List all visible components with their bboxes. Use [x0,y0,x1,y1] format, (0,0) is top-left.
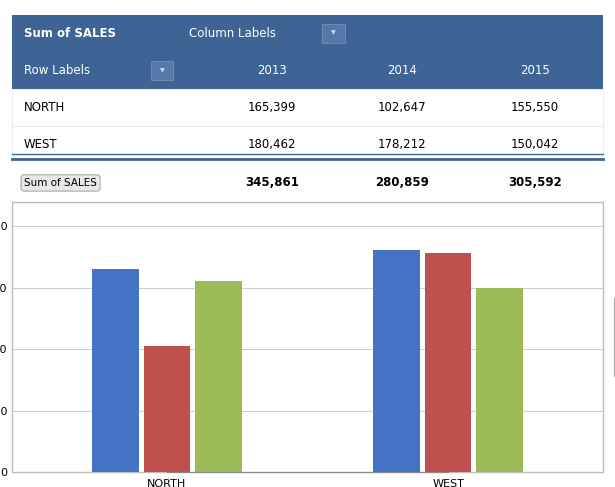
Text: 180,462: 180,462 [248,138,296,151]
Text: 2014: 2014 [387,64,417,77]
Bar [196,281,242,472]
FancyBboxPatch shape [12,164,603,201]
Bar [477,288,523,472]
Text: 102,647: 102,647 [378,101,426,114]
Text: 345,861: 345,861 [245,176,299,189]
Text: ▼: ▼ [331,31,336,36]
Bar [144,346,190,472]
Text: Sum of SALES: Sum of SALES [24,178,97,188]
FancyBboxPatch shape [12,52,603,89]
Text: 150,042: 150,042 [510,138,559,151]
Text: 165,399: 165,399 [248,101,296,114]
Text: 280,859: 280,859 [375,176,429,189]
Text: 2013: 2013 [257,64,287,77]
Text: 2015: 2015 [520,64,550,77]
Text: NORTH: NORTH [24,101,65,114]
Bar [92,269,138,472]
FancyBboxPatch shape [12,15,603,52]
Text: 178,212: 178,212 [378,138,426,151]
Text: WEST: WEST [24,138,58,151]
Text: ▼: ▼ [160,68,165,73]
Text: Sum of SALES: Sum of SALES [24,27,116,40]
FancyBboxPatch shape [12,126,603,164]
Text: Grand Total: Grand Total [24,176,101,189]
FancyBboxPatch shape [12,89,603,126]
FancyBboxPatch shape [322,24,344,42]
FancyBboxPatch shape [151,61,173,80]
Bar [425,253,471,472]
Bar [373,250,419,472]
Text: 305,592: 305,592 [508,176,561,189]
Legend: 2013, 2014, 2015: 2013, 2014, 2015 [614,297,615,377]
Text: Row Labels: Row Labels [24,64,90,77]
Text: 155,550: 155,550 [510,101,559,114]
Text: Column Labels: Column Labels [189,27,276,40]
